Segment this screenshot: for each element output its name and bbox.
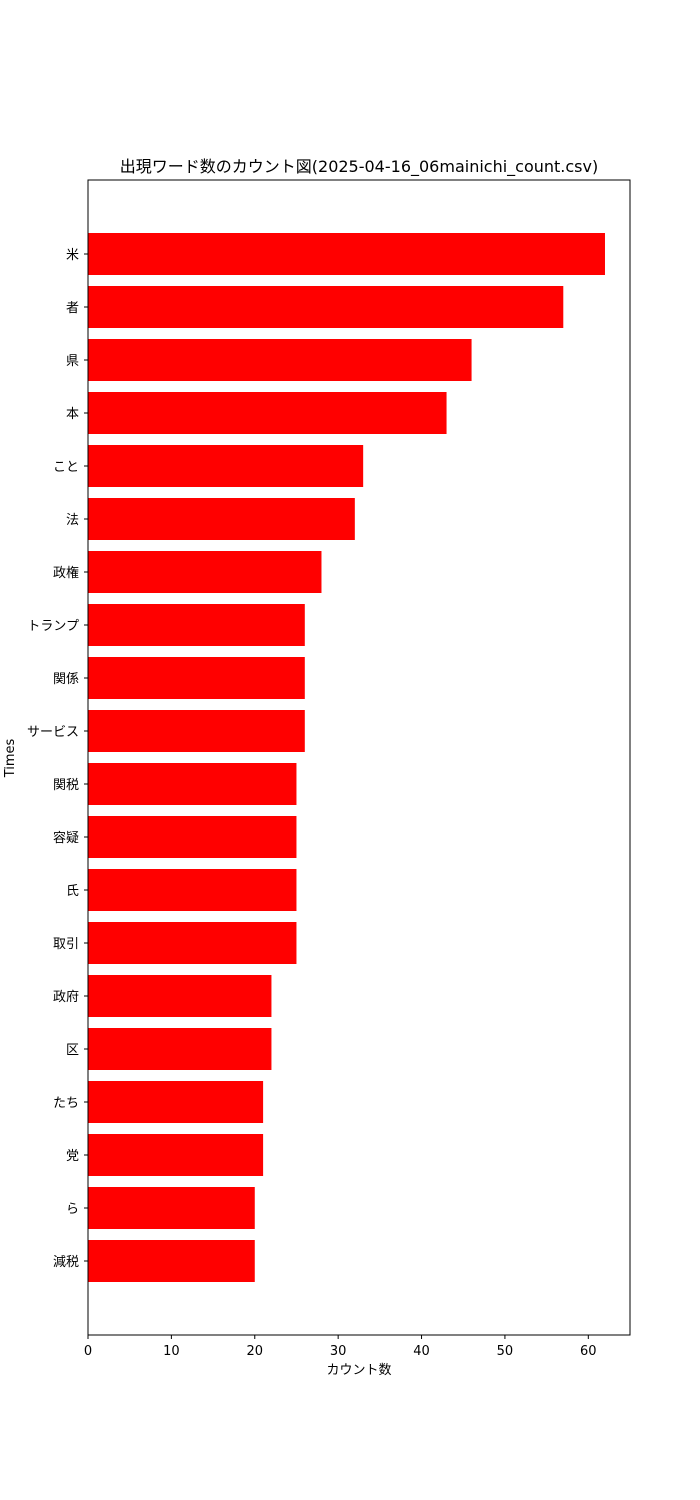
bar-11 — [88, 816, 297, 858]
y-tick-label: たち — [53, 1096, 79, 1111]
bar-12 — [88, 869, 297, 911]
bar-17 — [88, 1134, 264, 1176]
y-axis-label: Times — [3, 738, 18, 778]
x-tick-label: 20 — [246, 1344, 263, 1359]
bar-10 — [88, 763, 297, 805]
x-tick-label: 10 — [163, 1344, 180, 1359]
chart-title: 出現ワード数のカウント図(2025-04-16_06mainichi_count… — [120, 157, 598, 177]
y-tick-label: 米 — [66, 248, 79, 263]
y-tick-label: トランプ — [27, 619, 79, 634]
y-tick-label: 容疑 — [53, 830, 79, 846]
bar-18 — [88, 1187, 255, 1229]
bar-6 — [88, 551, 322, 593]
y-tick-label: こと — [53, 460, 79, 475]
y-tick-label: 氏 — [66, 884, 79, 899]
bar-4 — [88, 445, 364, 487]
bar-9 — [88, 710, 305, 752]
bar-19 — [88, 1240, 255, 1282]
bar-8 — [88, 657, 305, 699]
bars-group — [88, 233, 605, 1282]
y-tick-label: 区 — [66, 1043, 79, 1058]
y-tick-label: 党 — [66, 1149, 79, 1164]
y-tick-label: 県 — [66, 354, 79, 369]
x-tick-label: 50 — [497, 1344, 514, 1359]
y-tick-label: 本 — [66, 407, 79, 422]
y-tick-label: 者 — [66, 301, 79, 316]
y-tick-label: サービス — [27, 725, 79, 740]
x-tick-label: 60 — [580, 1344, 597, 1359]
bar-7 — [88, 604, 305, 646]
bar-16 — [88, 1081, 264, 1123]
y-tick-label: 関税 — [53, 778, 79, 793]
y-tick-label: 政府 — [53, 990, 79, 1005]
bar-3 — [88, 392, 447, 434]
y-tick-label: 法 — [66, 513, 79, 528]
bar-2 — [88, 339, 472, 381]
x-tick-label: 40 — [413, 1344, 430, 1359]
y-tick-label: 取引 — [53, 937, 79, 952]
bar-14 — [88, 975, 272, 1017]
bar-15 — [88, 1028, 272, 1070]
bar-1 — [88, 286, 564, 328]
plot-frame — [87, 179, 631, 1336]
y-tick-label: 政権 — [53, 565, 79, 581]
y-tick-label: 減税 — [53, 1254, 79, 1270]
y-tick-label: 関係 — [53, 672, 79, 687]
x-tick-label: 30 — [330, 1344, 347, 1359]
bar-13 — [88, 922, 297, 964]
y-tick-label: ら — [66, 1202, 79, 1217]
bar-0 — [88, 233, 605, 275]
x-axis-ticks: 0 10 20 30 40 50 60 — [84, 1335, 597, 1359]
x-axis-label: カウント数 — [326, 1363, 391, 1378]
x-tick-label: 0 — [84, 1344, 92, 1359]
bar-5 — [88, 498, 355, 540]
